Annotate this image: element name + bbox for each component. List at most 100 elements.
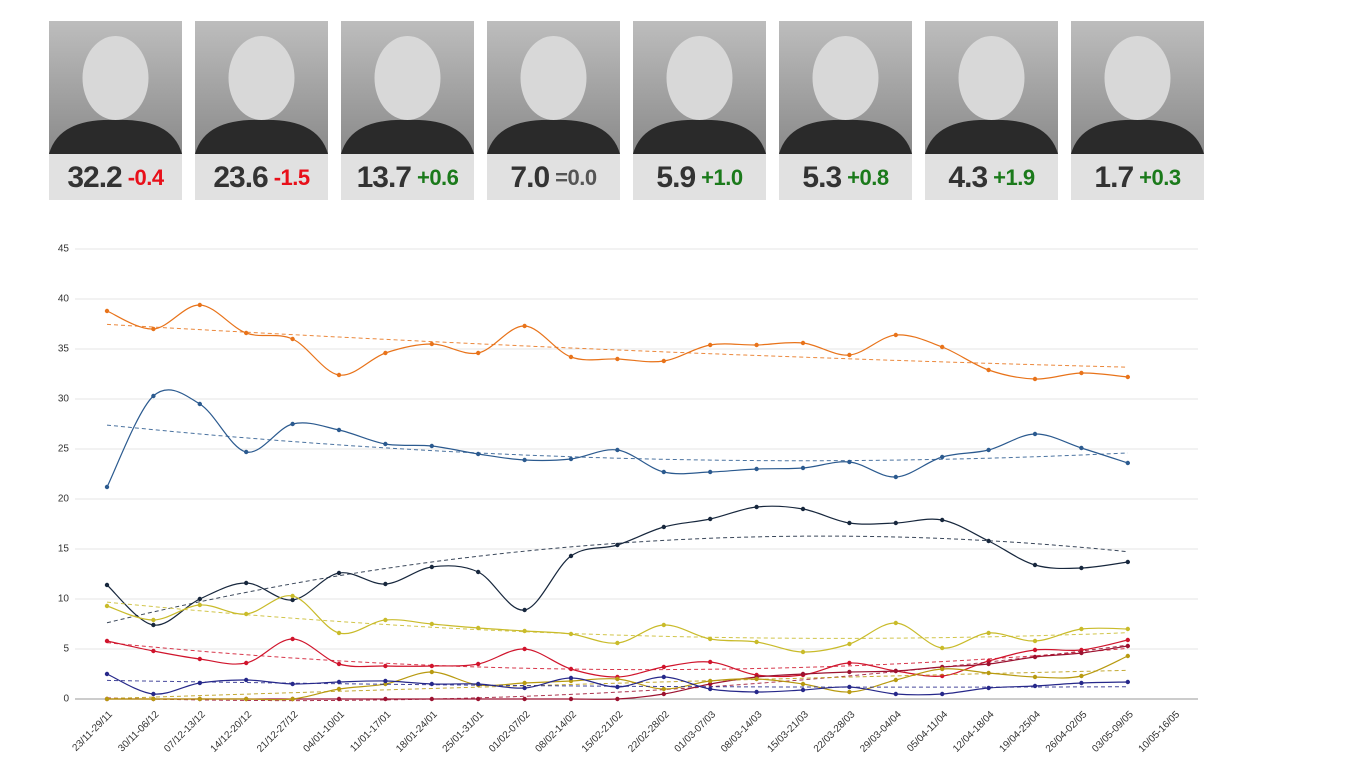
data-point [151, 622, 156, 628]
x-tick-label: 08/02-14/02 [533, 709, 579, 755]
data-point [244, 330, 249, 336]
x-tick-label: 22/02-28/02 [626, 709, 672, 755]
data-point [290, 681, 295, 687]
x-tick-label: 15/02-21/02 [580, 709, 626, 755]
data-point [568, 675, 574, 681]
data-point [708, 342, 713, 348]
data-point [336, 630, 342, 636]
data-point [1079, 370, 1084, 376]
data-point [940, 454, 945, 460]
data-point [754, 689, 759, 695]
data-point [708, 516, 713, 522]
x-tick-label: 10/05-16/05 [1137, 709, 1183, 755]
data-point [847, 459, 852, 465]
card-change: +0.3 [1139, 165, 1181, 190]
data-point [522, 646, 527, 652]
card-strip [487, 154, 620, 200]
x-tick-label: 01/03-07/03 [673, 709, 719, 755]
data-point [522, 628, 527, 634]
data-point [151, 326, 156, 332]
data-point [986, 367, 991, 373]
data-point [197, 602, 202, 608]
photo-head [82, 36, 149, 120]
data-point [1032, 562, 1038, 568]
data-point [1125, 460, 1131, 466]
data-point [661, 358, 666, 364]
data-point [986, 685, 991, 691]
card-value: 23.6 [213, 161, 268, 194]
data-point [708, 659, 713, 665]
card-value: 5.3 [802, 161, 841, 194]
data-point [522, 607, 527, 613]
data-point [244, 677, 249, 683]
data-point [290, 636, 295, 642]
data-point [104, 638, 110, 644]
data-point [104, 671, 110, 677]
data-point [383, 581, 388, 587]
data-point [104, 603, 110, 609]
data-point [847, 684, 852, 690]
data-point [476, 681, 481, 687]
data-point [197, 401, 202, 407]
data-point [940, 666, 945, 672]
data-point [615, 542, 620, 548]
data-point [568, 553, 574, 559]
data-point [476, 696, 481, 702]
data-point [1079, 565, 1084, 571]
data-point [336, 679, 342, 685]
y-tick-label: 25 [58, 444, 70, 455]
card-change: =0.0 [555, 165, 597, 190]
photo-shoulders [633, 119, 766, 154]
data-point [940, 645, 945, 651]
data-point [754, 676, 759, 682]
data-point [847, 689, 852, 695]
card-text: 7.0 =0.0 [510, 161, 596, 194]
x-tick-label: 05/04-11/04 [905, 709, 950, 754]
data-point [383, 441, 388, 447]
data-point [986, 447, 991, 453]
data-point [1079, 626, 1084, 632]
data-point [290, 336, 295, 342]
series-line [106, 389, 1128, 488]
card-strip [195, 154, 328, 200]
data-point [800, 681, 806, 687]
data-point [847, 641, 852, 647]
data-point [476, 661, 481, 667]
data-point [1079, 673, 1084, 679]
x-tick-label: 22/03-28/03 [812, 709, 858, 755]
data-point [104, 308, 110, 314]
card-strip [925, 154, 1058, 200]
data-point [986, 630, 991, 636]
card-text: 13.7 +0.6 [357, 161, 459, 194]
data-point [429, 669, 434, 675]
trend-line [106, 669, 1128, 700]
y-tick-label: 0 [63, 694, 69, 705]
data-point [568, 666, 574, 672]
x-tick-label: 07/12-13/12 [162, 709, 208, 755]
photo-head [958, 36, 1025, 120]
x-tick-label: 01/02-07/02 [487, 709, 533, 755]
data-point [568, 354, 574, 360]
card-value: 32.2 [67, 161, 122, 194]
y-tick-label: 35 [58, 344, 70, 355]
data-point [800, 465, 806, 471]
x-tick-label: 08/03-14/03 [719, 709, 765, 755]
data-point [336, 372, 342, 378]
series-line [106, 505, 1128, 626]
y-tick-label: 30 [58, 394, 70, 405]
data-point [1032, 638, 1038, 644]
series-line [107, 645, 1128, 700]
data-point [893, 691, 898, 697]
data-point [568, 456, 574, 462]
data-point [1125, 679, 1131, 685]
data-point [754, 342, 759, 348]
trend-line [106, 601, 1128, 639]
x-tick-label: 21/12-27/12 [255, 709, 301, 755]
photo-head [1104, 36, 1171, 120]
trend-line [106, 424, 1128, 462]
photo-shoulders [487, 119, 620, 154]
data-point [1032, 431, 1038, 437]
data-point [197, 596, 202, 602]
candidate-card: 5.3 +0.8 [779, 21, 912, 200]
data-point [476, 569, 481, 575]
